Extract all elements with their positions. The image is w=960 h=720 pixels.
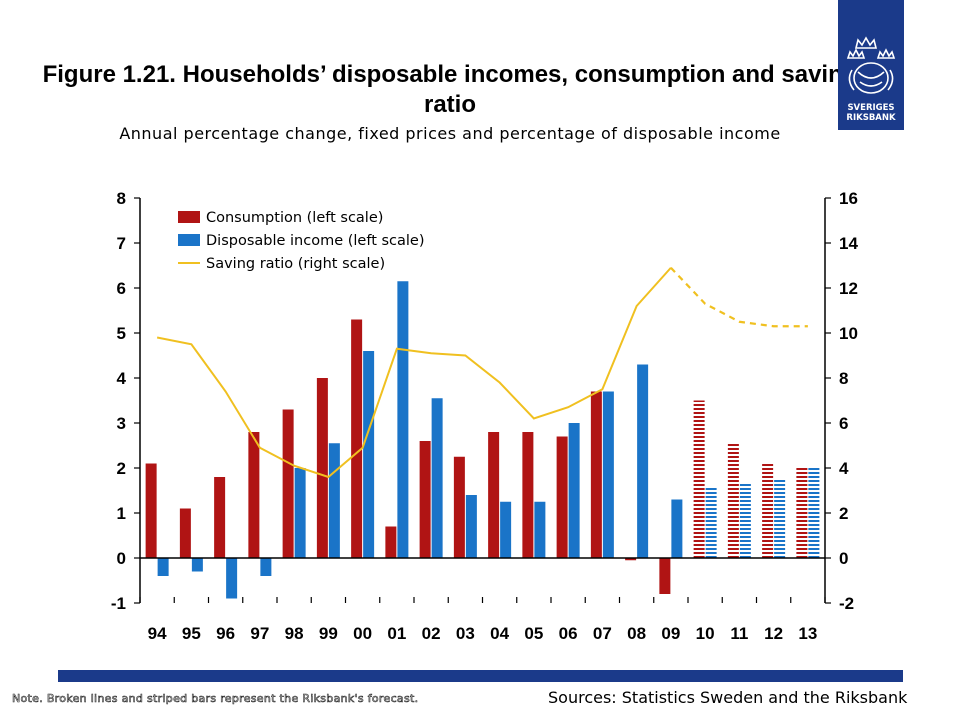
y-left-tick-label: 6 (117, 279, 126, 298)
bar-disposable-income (739, 483, 751, 558)
y-left-tick-label: 2 (117, 459, 126, 478)
bar-consumption (214, 477, 226, 558)
y-right-tick-label: 2 (839, 504, 848, 523)
y-right-tick-label: 4 (839, 459, 849, 478)
bar-consumption (590, 391, 602, 558)
y-right-tick-label: 12 (839, 279, 858, 298)
y-right-tick-label: 8 (839, 369, 848, 388)
x-tick-label: 98 (285, 624, 304, 643)
logo-text-line1: SVERIGES (847, 103, 894, 113)
logo-text-line2: RIKSBANK (846, 113, 896, 123)
legend-swatch (178, 234, 200, 246)
x-tick-label: 94 (148, 624, 167, 643)
y-left-tick-label: 0 (117, 549, 126, 568)
bar-disposable-income (294, 468, 306, 558)
x-tick-label: 04 (490, 624, 509, 643)
bar-disposable-income (260, 558, 272, 576)
y-right-tick-label: 6 (839, 414, 848, 433)
y-right-tick-label: 10 (839, 324, 858, 343)
bar-consumption (659, 558, 671, 594)
bar-disposable-income (431, 398, 443, 558)
crown-emblem-icon: SVERIGES RIKSBANK (846, 36, 896, 123)
bar-consumption (316, 378, 328, 558)
bar-consumption (179, 508, 191, 558)
y-left-tick-label: 5 (117, 324, 126, 343)
bar-disposable-income (602, 391, 614, 558)
x-tick-label: 01 (387, 624, 406, 643)
footer-bar (58, 670, 903, 682)
bar-disposable-income (465, 495, 477, 558)
y-right-tick-label: 16 (839, 189, 858, 208)
bar-consumption (556, 436, 568, 558)
x-tick-label: 95 (182, 624, 201, 643)
x-tick-label: 03 (456, 624, 475, 643)
saving-ratio-forecast-line (670, 266, 808, 328)
bar-disposable-income (157, 558, 169, 576)
bar-consumption (796, 468, 808, 558)
bar-disposable-income (534, 501, 546, 558)
x-tick-label: 09 (661, 624, 680, 643)
riksbank-logo: SVERIGES RIKSBANK (838, 0, 904, 130)
legend-label: Saving ratio (right scale) (206, 256, 385, 272)
bar-consumption (385, 526, 397, 558)
x-tick-label: 02 (422, 624, 441, 643)
bar-consumption (522, 432, 534, 558)
bar-disposable-income (705, 486, 717, 558)
y-right-tick-label: 14 (839, 234, 858, 253)
bar-consumption (282, 409, 294, 558)
bar-disposable-income (774, 479, 786, 558)
y-left-tick-label: 8 (117, 189, 126, 208)
y-right-tick-label: -2 (839, 594, 854, 613)
x-tick-label: 08 (627, 624, 646, 643)
x-tick-label: 11 (730, 624, 748, 643)
bar-consumption (351, 319, 363, 558)
y-left-tick-label: 4 (117, 369, 127, 388)
bar-consumption (453, 456, 465, 558)
x-tick-label: 06 (559, 624, 578, 643)
legend-box (150, 202, 455, 274)
forecast-note: Note. Broken lines and striped bars repr… (12, 692, 419, 706)
bar-disposable-income (637, 364, 649, 558)
bar-consumption (727, 443, 739, 558)
y-left-tick-label: 7 (117, 234, 126, 253)
bar-consumption (693, 400, 705, 558)
y-left-tick-label: 3 (117, 414, 126, 433)
sources-text: Sources: Statistics Sweden and the Riksb… (548, 688, 908, 707)
y-right-tick-label: 0 (839, 549, 848, 568)
bar-disposable-income (363, 351, 375, 558)
x-tick-label: 97 (250, 624, 269, 643)
bar-disposable-income (568, 423, 580, 558)
bar-disposable-income (671, 499, 683, 558)
x-tick-label: 99 (319, 624, 338, 643)
chart-subtitle: Annual percentage change, fixed prices a… (119, 124, 781, 143)
x-tick-label: 00 (353, 624, 372, 643)
legend-label: Consumption (left scale) (206, 210, 383, 226)
y-left-tick-label: 1 (117, 504, 126, 523)
bar-consumption (488, 432, 500, 558)
bar-disposable-income (191, 558, 203, 572)
bar-disposable-income (500, 501, 512, 558)
bar-consumption (145, 463, 157, 558)
bar-disposable-income (226, 558, 238, 599)
bar-consumption (419, 441, 431, 558)
x-tick-label: 96 (216, 624, 235, 643)
legend-label: Disposable income (left scale) (206, 233, 425, 249)
x-tick-label: 13 (798, 624, 817, 643)
x-tick-label: 10 (696, 624, 715, 643)
x-tick-label: 05 (524, 624, 543, 643)
x-tick-label: 12 (764, 624, 783, 643)
legend-swatch (178, 211, 200, 223)
bar-disposable-income (808, 468, 820, 558)
bar-consumption (625, 558, 637, 561)
bar-disposable-income (328, 443, 340, 558)
bar-disposable-income (397, 281, 409, 558)
bar-consumption (248, 432, 260, 558)
y-left-tick-label: -1 (111, 594, 126, 613)
saving-ratio-line (156, 267, 672, 479)
x-tick-label: 07 (593, 624, 612, 643)
chart-title: Figure 1.21. Households’ disposable inco… (42, 61, 858, 118)
bar-consumption (762, 463, 774, 558)
